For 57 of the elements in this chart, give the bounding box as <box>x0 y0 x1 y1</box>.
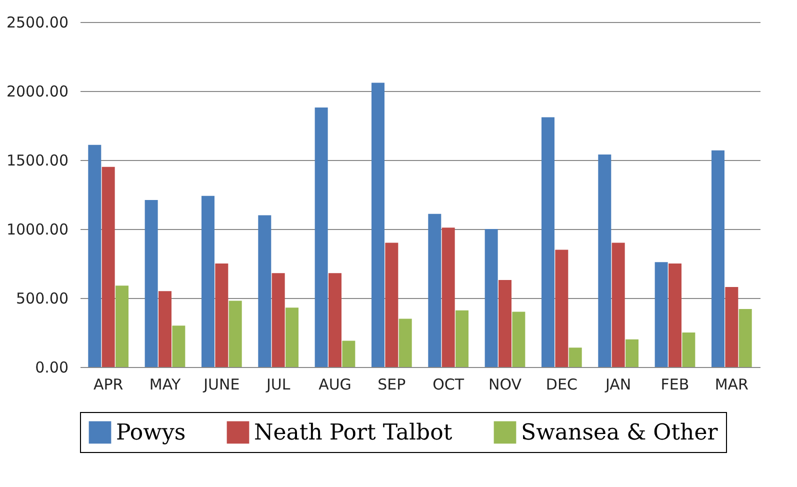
x-tick-label: JUL <box>265 376 291 394</box>
bar <box>612 242 625 367</box>
y-tick-label: 2500.00 <box>6 14 68 32</box>
y-tick-label: 500.00 <box>16 290 68 308</box>
x-tick-label: OCT <box>432 376 465 394</box>
bar <box>711 150 724 367</box>
bar <box>442 228 455 367</box>
bar <box>484 229 498 367</box>
legend-label: Powys <box>116 420 186 446</box>
x-tick-label: AUG <box>318 376 352 394</box>
bar <box>541 117 554 367</box>
bar <box>328 273 342 367</box>
x-tick-label: DEC <box>546 376 578 394</box>
bar <box>555 250 568 367</box>
bar <box>725 286 738 367</box>
bar <box>371 82 384 367</box>
bar <box>598 154 612 367</box>
bar <box>116 286 129 367</box>
bar <box>228 300 242 367</box>
y-tick-label: 1500.00 <box>6 152 68 170</box>
bar <box>456 310 469 367</box>
bar <box>172 326 186 367</box>
legend-label: Swansea & Other <box>521 420 718 446</box>
bar <box>88 144 102 367</box>
x-tick-label: MAR <box>714 376 748 394</box>
y-tick-label: 1000.00 <box>6 220 68 238</box>
x-tick-label: JUNE <box>202 376 240 394</box>
x-tick-label: JAN <box>604 376 632 394</box>
x-tick-label: APR <box>93 376 124 394</box>
bar <box>258 215 272 367</box>
bar <box>201 196 214 367</box>
bar <box>428 214 442 367</box>
x-tick-label: FEB <box>660 376 690 394</box>
y-tick-label: 0.00 <box>35 358 68 376</box>
bar <box>385 242 398 367</box>
bar <box>498 280 512 367</box>
bar <box>314 108 328 367</box>
y-tick-label: 2000.00 <box>6 82 68 100</box>
bar <box>668 264 682 367</box>
legend-label: Neath Port Talbot <box>254 420 452 446</box>
bar <box>272 273 285 367</box>
bar <box>512 312 526 367</box>
bar <box>626 339 639 367</box>
bar <box>144 200 158 367</box>
bar <box>342 340 356 367</box>
bar <box>682 332 696 367</box>
bar <box>654 262 668 367</box>
bar <box>215 264 228 367</box>
bar <box>158 291 172 367</box>
bar <box>398 318 412 367</box>
bar <box>102 166 115 367</box>
bar <box>738 309 752 367</box>
bar <box>568 348 582 367</box>
x-tick-label: MAY <box>149 376 182 394</box>
x-tick-label: SEP <box>378 376 406 394</box>
x-tick-label: NOV <box>488 376 522 394</box>
bar <box>286 308 299 367</box>
